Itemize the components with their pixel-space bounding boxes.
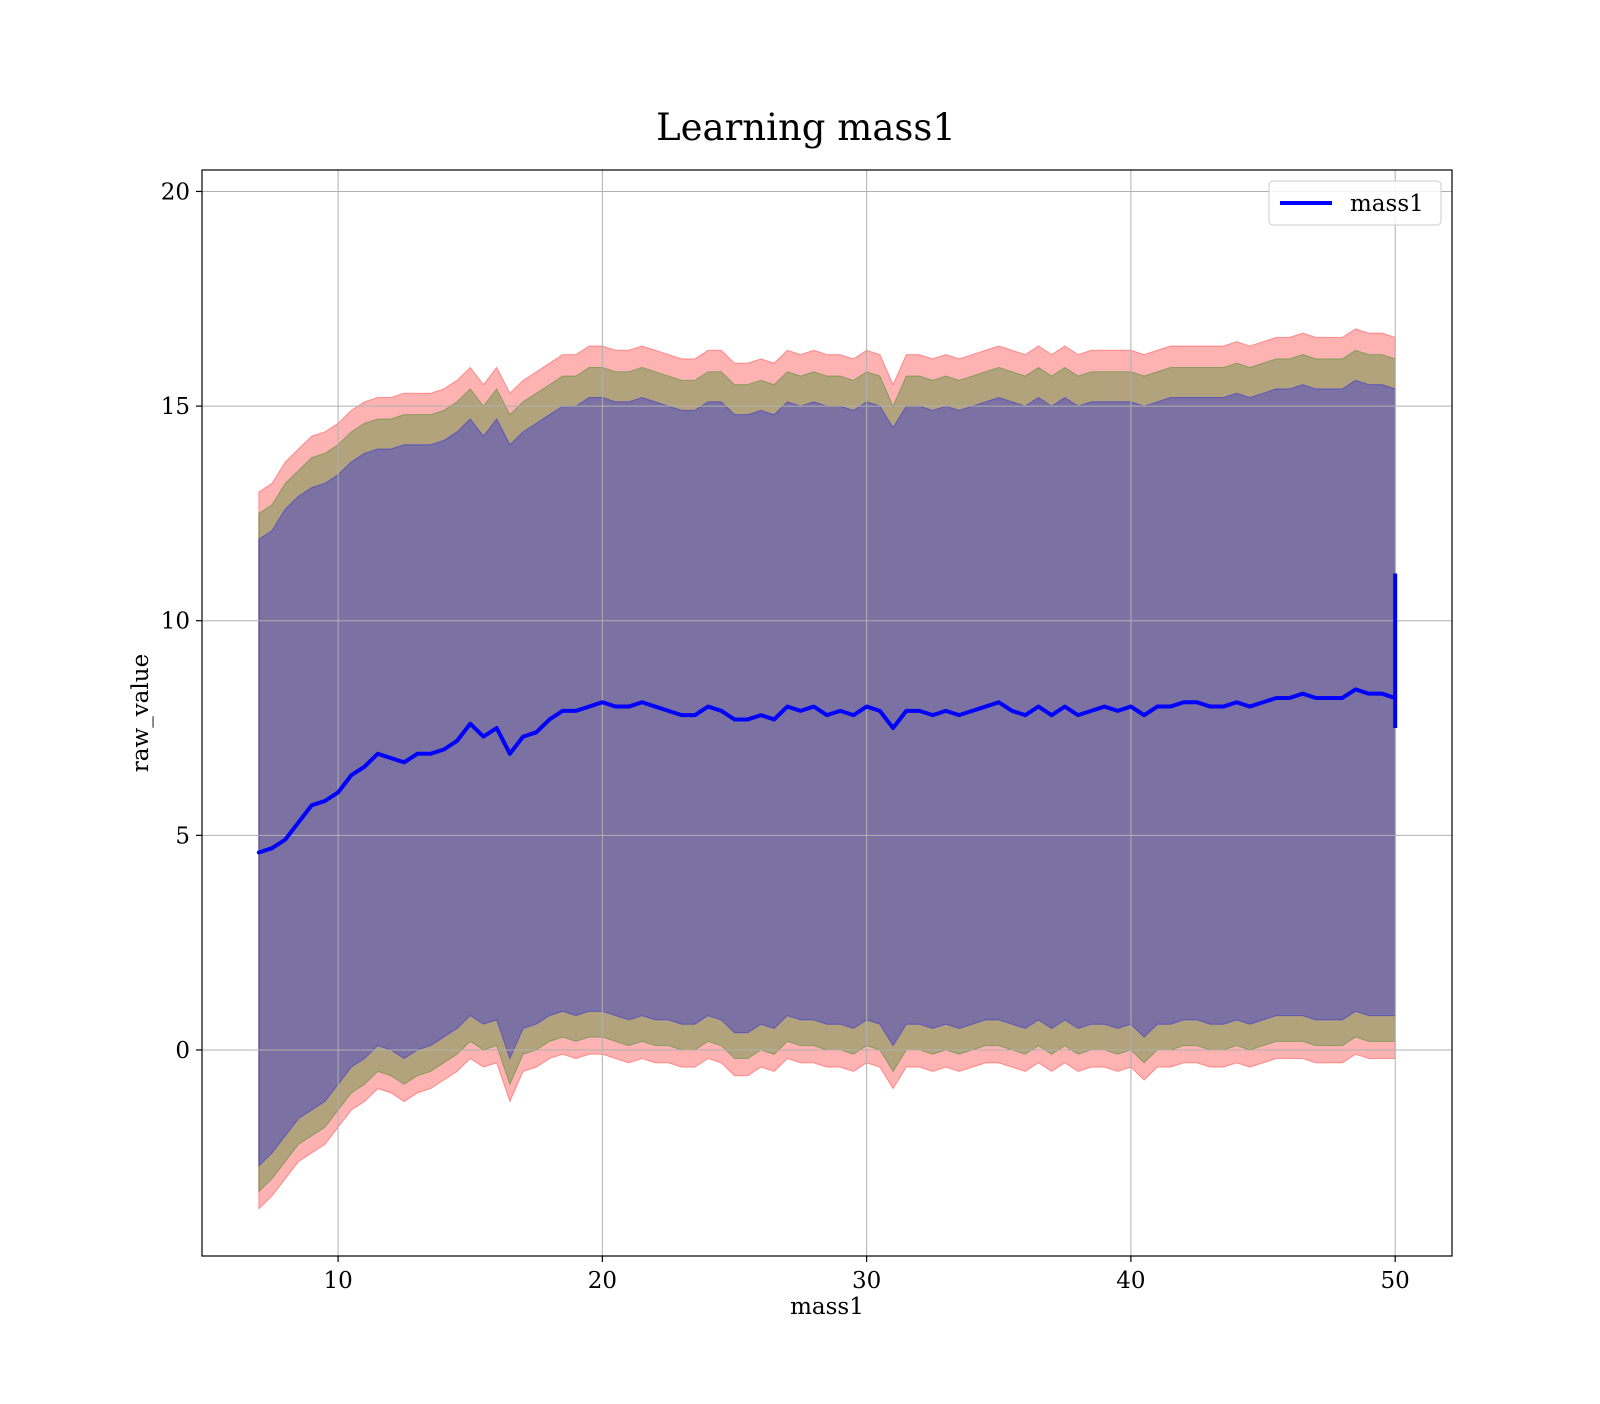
- x-tick-label-3: 40: [1116, 1268, 1145, 1294]
- confidence-bands: [258, 328, 1396, 1210]
- y-tick-label-0: 0: [175, 1038, 190, 1064]
- x-axis-label: mass1: [790, 1294, 864, 1320]
- chart-title: Learning mass1: [656, 106, 956, 149]
- series-layer: [256, 573, 1398, 855]
- y-tick-label-2: 10: [161, 609, 190, 635]
- x-tick-label-1: 20: [588, 1268, 617, 1294]
- x-tick-label-2: 30: [852, 1268, 881, 1294]
- x-axis-ticks: 10 20 30 40 50: [323, 1256, 1410, 1294]
- x-tick-label-4: 50: [1381, 1268, 1410, 1294]
- legend-box: [1268, 180, 1442, 226]
- plot-area: [201, 169, 1453, 1257]
- series-line-0: [256, 687, 1398, 855]
- plot-frame: [201, 169, 1453, 1257]
- y-tick-label-1: 5: [175, 823, 190, 849]
- y-axis-ticks: 0 5 10 15 20: [161, 179, 202, 1064]
- y-tick-label-4: 20: [161, 179, 190, 205]
- y-tick-label-3: 15: [161, 394, 190, 420]
- x-tick-label-0: 10: [323, 1268, 352, 1294]
- y-axis-label: raw_value: [128, 654, 154, 772]
- legend-label-mass1: mass1: [1350, 191, 1424, 217]
- legend: mass1: [1268, 180, 1442, 226]
